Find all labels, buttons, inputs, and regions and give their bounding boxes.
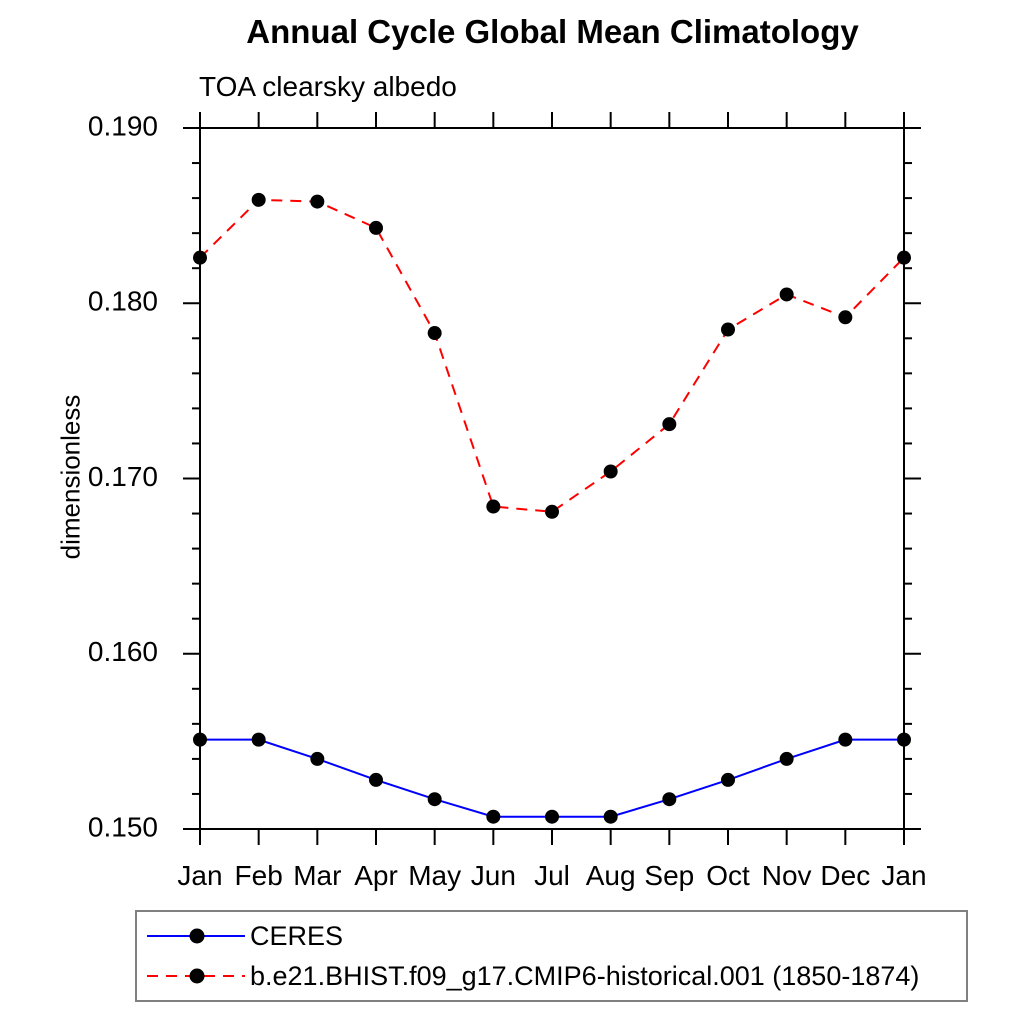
- chart-title: Annual Cycle Global Mean Climatology: [246, 13, 859, 50]
- data-point-marker: [486, 809, 501, 824]
- x-tick-label: Mar: [293, 860, 341, 891]
- plot-frame: [199, 127, 905, 830]
- line-marker-icon: [147, 928, 245, 944]
- legend-label-model: b.e21.BHIST.f09_g17.CMIP6-historical.001…: [250, 960, 920, 991]
- data-point-marker: [251, 732, 266, 747]
- legend-entry-ceres: CERES: [142, 918, 343, 954]
- series-line-0: [200, 738, 904, 818]
- data-point-marker: [662, 417, 677, 432]
- x-tick-label: Dec: [820, 860, 870, 891]
- data-point-marker: [486, 499, 501, 514]
- data-point-marker: [310, 751, 325, 766]
- data-point-marker: [779, 751, 794, 766]
- data-point-marker: [545, 504, 559, 519]
- data-point-marker: [721, 772, 735, 787]
- y-tick-label: 0.170: [88, 461, 158, 492]
- y-tick-label: 0.150: [88, 811, 158, 842]
- data-point-marker: [897, 732, 911, 747]
- data-point-marker: [310, 194, 325, 209]
- data-point-marker: [721, 322, 735, 337]
- data-point-marker: [662, 792, 677, 807]
- x-tick-label: Jan: [177, 860, 222, 891]
- x-tick-label: Jun: [471, 860, 516, 891]
- x-tick-label: Sep: [644, 860, 694, 891]
- data-point-marker: [193, 250, 207, 265]
- data-point-marker: [545, 809, 559, 824]
- data-point-marker: [897, 250, 911, 265]
- legend-label-ceres: CERES: [250, 920, 344, 951]
- data-point-marker: [603, 809, 618, 824]
- x-tick-label: Oct: [706, 860, 750, 891]
- data-point-marker: [779, 287, 794, 302]
- x-tick-label: Nov: [762, 860, 812, 891]
- x-tick-label: Aug: [586, 860, 636, 891]
- legend-entry-model: b.e21.BHIST.f09_g17.CMIP6-historical.001…: [142, 958, 919, 994]
- y-tick-label: 0.190: [88, 110, 158, 141]
- y-tick-label: 0.180: [88, 286, 158, 317]
- data-point-marker: [603, 464, 618, 479]
- x-tick-label: Feb: [235, 860, 283, 891]
- data-point-marker: [838, 732, 853, 747]
- x-tick-label: Apr: [354, 860, 398, 891]
- x-tick-label: May: [408, 860, 461, 891]
- series-line-1: [199, 198, 905, 513]
- x-tick-label: Jul: [534, 860, 570, 891]
- data-point-marker: [369, 220, 383, 235]
- dashed-line-marker-icon: [147, 968, 245, 984]
- data-point-marker: [369, 772, 383, 787]
- x-tick-label: Jan: [881, 860, 926, 891]
- data-point-marker: [838, 310, 853, 325]
- y-tick-label: 0.160: [88, 636, 158, 667]
- data-point-marker: [193, 732, 207, 747]
- data-point-marker: [427, 792, 442, 807]
- legend: CERES b.e21.BHIST.f09_g17.CMIP6-historic…: [135, 910, 968, 1002]
- data-point-marker: [251, 192, 266, 207]
- data-point-marker: [427, 326, 442, 341]
- chart-subtitle: TOA clearsky albedo: [199, 71, 457, 102]
